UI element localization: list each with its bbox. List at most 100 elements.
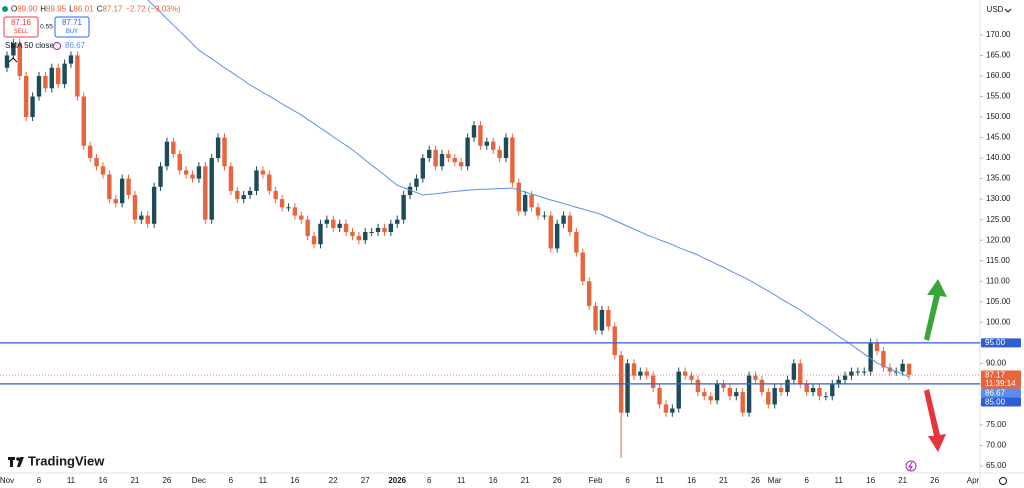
candle-body — [235, 190, 240, 200]
x-tick-label: Apr — [967, 476, 980, 485]
candle-body — [593, 305, 598, 331]
candle-body — [522, 195, 528, 212]
brand-name: TradingView — [28, 453, 105, 468]
y-tick-label: 125.00 — [986, 215, 1011, 224]
candle-body — [318, 223, 323, 245]
candle-body — [810, 388, 816, 393]
indicator-icon[interactable] — [53, 42, 61, 50]
candle-body — [107, 174, 112, 200]
candle-body — [81, 96, 86, 146]
candle-body — [126, 178, 131, 196]
x-tick-label: 21 — [719, 476, 728, 485]
candle-body — [324, 219, 330, 224]
candle-body — [567, 215, 573, 232]
x-tick-label: 6 — [625, 476, 630, 485]
candle-body — [292, 207, 298, 216]
candle-body — [4, 55, 10, 68]
candle-body — [87, 145, 93, 159]
candle-body — [753, 375, 758, 380]
candle-body — [638, 371, 643, 376]
candle-body — [465, 137, 470, 167]
y-tick-label: 135.00 — [986, 174, 1011, 183]
candle-body — [516, 182, 521, 212]
candle-body — [209, 158, 214, 220]
x-tick-label: 11 — [259, 476, 268, 485]
candle-body — [420, 158, 426, 179]
down-arrow — [924, 389, 946, 452]
candle-body — [433, 149, 438, 167]
candle-body — [337, 223, 342, 228]
replay-icon[interactable] — [905, 460, 917, 472]
candle-body — [689, 375, 694, 380]
sell-button[interactable] — [3, 16, 39, 38]
candle-body — [772, 388, 777, 405]
candle-body — [369, 231, 374, 233]
candle-body — [388, 223, 394, 232]
y-tick-label: 150.00 — [986, 112, 1011, 121]
candle-body — [407, 186, 413, 196]
candle-body — [100, 166, 106, 175]
candle-body — [459, 162, 464, 167]
ohlc-value: −2.72 (−3.03%) — [125, 5, 180, 14]
candle-body — [778, 388, 784, 393]
candle-body — [625, 363, 630, 413]
candle-body — [695, 379, 701, 393]
x-tick-label: 26 — [553, 476, 562, 485]
candle-body — [497, 149, 502, 159]
candle-body — [17, 43, 22, 76]
candle-body — [196, 166, 202, 179]
y-tick-label: 130.00 — [986, 194, 1011, 203]
candle-body — [139, 215, 144, 220]
collapse-icon[interactable] — [8, 57, 18, 63]
candle-body — [247, 190, 253, 196]
candle-body — [682, 371, 688, 376]
y-tick-label: 90.00 — [986, 358, 1007, 367]
x-tick-label: 2026 — [388, 476, 406, 485]
candle-body — [363, 231, 368, 241]
candle-body — [554, 223, 560, 249]
candle-body — [657, 388, 662, 405]
brand-logo — [8, 457, 24, 467]
level-tag — [981, 338, 1021, 348]
candle-body — [446, 153, 451, 159]
candle-body — [203, 166, 208, 220]
x-tick-label: 26 — [162, 476, 171, 485]
currency[interactable]: USD — [987, 5, 1004, 14]
x-tick-label: 6 — [37, 476, 42, 485]
candle-body — [414, 178, 419, 187]
candle-body — [542, 215, 547, 217]
candle-body — [746, 375, 752, 413]
candle-body — [119, 178, 125, 204]
candle-body — [75, 55, 80, 97]
candle-body — [855, 371, 861, 373]
candle-body — [190, 174, 195, 179]
candle-body — [350, 231, 355, 237]
candle-body — [561, 215, 566, 224]
y-tick-label: 120.00 — [986, 235, 1011, 244]
x-tick-label: 6 — [804, 476, 809, 485]
candle-body — [599, 309, 605, 331]
y-tick-label: 110.00 — [986, 276, 1010, 285]
x-tick-label: Mar — [768, 476, 782, 485]
candle-body — [228, 166, 234, 191]
ohlc-key: C — [97, 5, 103, 14]
candle-body — [55, 67, 61, 85]
sma-tag — [981, 388, 1021, 398]
candle-body — [151, 186, 157, 224]
ohlc-key: L — [69, 5, 74, 14]
candle-body — [395, 219, 400, 224]
buy-label: BUY — [66, 29, 78, 35]
candle-body — [740, 392, 745, 413]
buy-button[interactable] — [54, 16, 90, 38]
candle-body — [548, 215, 553, 249]
ohlc-legend: O89.90 H89.95 L86.01 C87.17 −2.72 (−3.03%) — [11, 5, 181, 14]
plot-area — [0, 0, 980, 458]
y-tick-label: 160.00 — [986, 71, 1011, 80]
settings-icon[interactable] — [999, 477, 1007, 485]
candle-body — [535, 207, 541, 216]
candle-body — [580, 252, 585, 282]
x-tick-label: 16 — [687, 476, 696, 485]
y-tick-label: 65.00 — [986, 461, 1007, 470]
candle-body — [260, 170, 266, 175]
